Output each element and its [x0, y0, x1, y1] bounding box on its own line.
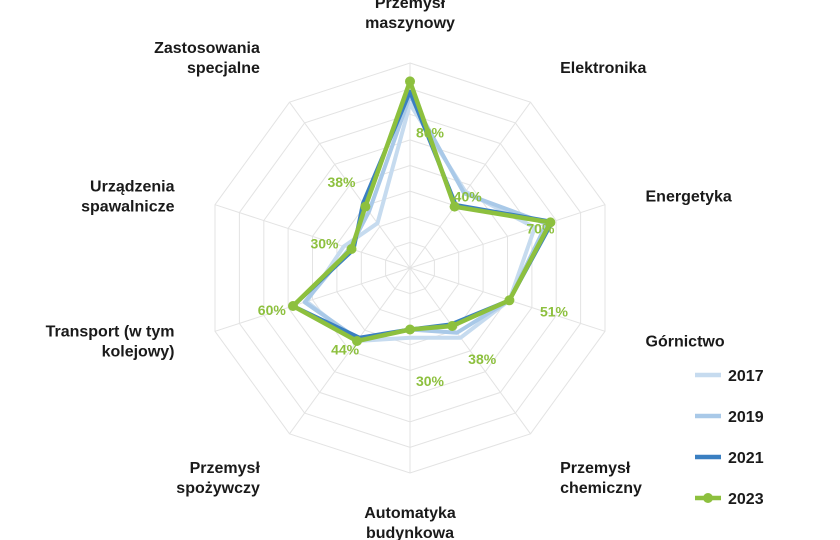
data-point-2023	[405, 76, 415, 87]
value-label: 30%	[310, 235, 339, 251]
category-label: Urządzenia spawalnicze	[81, 178, 174, 215]
category-label: Transport (w tym kolejowy)	[46, 324, 175, 361]
category-labels: Przemysł maszynowy Elektronika Energetyka Gó…	[46, 0, 732, 540]
value-label: 44%	[331, 341, 360, 357]
category-label: Zastosowania specjalne	[154, 40, 260, 77]
data-point-2023	[449, 201, 460, 212]
legend-marker	[703, 493, 713, 503]
data-point-2023	[352, 336, 362, 346]
radar-grid	[214, 62, 606, 474]
legend-label-2017: 2017	[728, 368, 764, 385]
legend-label-2021: 2021	[728, 450, 764, 467]
legend-label-2019: 2019	[728, 409, 764, 426]
value-label: 51%	[540, 304, 569, 320]
value-label: 40%	[454, 189, 483, 205]
value-label: 30%	[416, 373, 445, 389]
legend: 2017 2019 2021 2023	[695, 368, 764, 508]
category-label: Górnictwo	[646, 334, 725, 351]
data-point-2023	[346, 244, 357, 254]
value-label: 80%	[416, 125, 445, 141]
data-point-2023	[288, 301, 298, 311]
value-label: 38%	[327, 174, 356, 190]
data-point-2023	[504, 295, 515, 306]
grid-spoke	[289, 101, 411, 269]
data-point-2023	[447, 321, 458, 331]
value-label: 70%	[526, 221, 555, 237]
value-label: 38%	[468, 351, 497, 367]
category-label: Przemysł spożywczy	[176, 460, 260, 497]
grid-spoke	[289, 267, 411, 435]
grid-spoke	[409, 204, 606, 269]
data-point-2023	[545, 217, 556, 228]
grid-spoke	[214, 267, 411, 332]
grid-spoke	[409, 101, 531, 269]
value-label: 60%	[258, 302, 287, 318]
series-lines	[288, 76, 556, 346]
category-label: Energetyka	[646, 188, 732, 205]
data-point-2023	[360, 201, 371, 212]
legend-label-2023: 2023	[728, 491, 764, 508]
category-label: Przemysł maszynowy	[365, 0, 455, 32]
grid-spoke	[409, 267, 531, 435]
data-point-2023	[405, 324, 415, 335]
category-label: Automatyka budynkowa	[364, 505, 456, 540]
category-label: Przemysł chemiczny	[560, 460, 642, 497]
value-labels: 80% 40% 70% 51% 38% 30% 44% 60% 30% 38%	[258, 125, 569, 389]
category-label: Elektronika	[560, 60, 646, 77]
grid-spoke	[214, 204, 411, 269]
